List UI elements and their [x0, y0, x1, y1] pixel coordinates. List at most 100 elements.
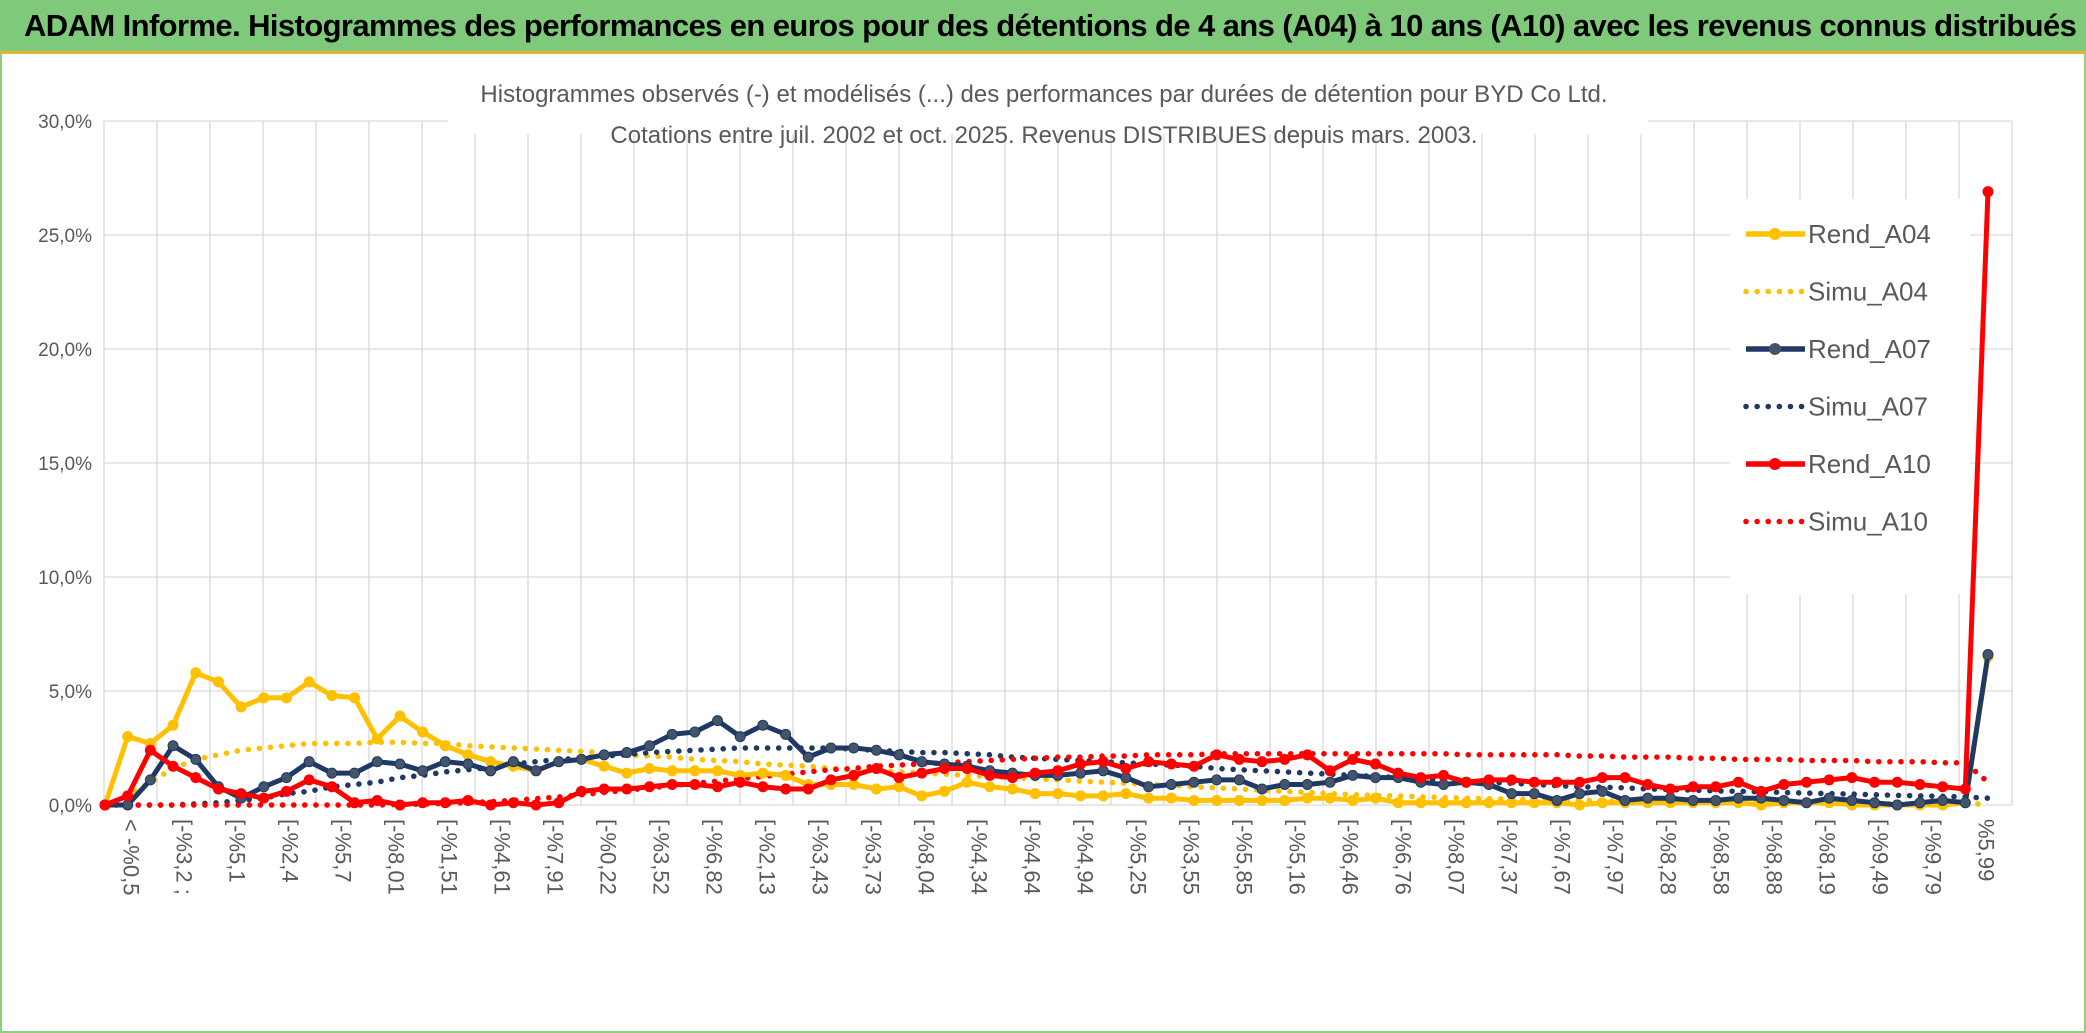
data-point	[485, 799, 497, 811]
data-point	[1143, 756, 1155, 768]
data-point	[1914, 797, 1926, 809]
data-point	[1143, 792, 1155, 804]
data-point	[280, 785, 292, 797]
data-point	[553, 797, 565, 809]
data-point	[99, 799, 111, 811]
x-tick-label: [-%6,76	[1391, 819, 1416, 895]
data-point	[916, 790, 928, 802]
data-point	[1097, 765, 1109, 777]
data-point	[190, 667, 202, 679]
data-point	[1732, 776, 1744, 788]
data-point	[1846, 794, 1858, 806]
data-point	[1075, 758, 1087, 770]
data-point	[190, 772, 202, 784]
chart-legend: Rend_A04 Simu_A04 Rend_A07 Simu_A07 Rend_A10…	[1730, 199, 1970, 594]
data-point	[1165, 758, 1177, 770]
data-point	[621, 783, 633, 795]
legend-item-Simu_A07: Simu_A07	[1743, 392, 1928, 422]
data-point	[1211, 749, 1223, 761]
data-point	[212, 676, 224, 688]
data-point	[1506, 774, 1518, 786]
data-point	[1415, 772, 1427, 784]
data-point	[575, 753, 587, 765]
report-title: ADAM Informe. Histogrammes des performan…	[24, 8, 2077, 43]
data-point	[1982, 649, 1994, 661]
data-point	[1778, 794, 1790, 806]
data-point	[1483, 774, 1495, 786]
data-point	[190, 753, 202, 765]
data-point	[1438, 769, 1450, 781]
x-tick-label: [-%8,19	[1815, 819, 1840, 895]
data-point	[1642, 792, 1654, 804]
data-point	[326, 767, 338, 779]
data-point	[1982, 186, 1994, 198]
legend-label: Rend_A04	[1808, 219, 1931, 249]
data-point	[1664, 783, 1676, 795]
data-point	[1324, 765, 1336, 777]
data-point	[1369, 772, 1381, 784]
series-Simu_A10	[102, 750, 1991, 808]
data-point	[417, 726, 429, 738]
data-point	[893, 749, 905, 761]
data-point	[1075, 767, 1087, 779]
data-point	[1392, 767, 1404, 779]
data-point	[1120, 772, 1132, 784]
data-point	[349, 692, 361, 704]
data-point	[870, 744, 882, 756]
series-line-Simu_A10	[102, 750, 1991, 808]
data-point	[1438, 797, 1450, 809]
chart-gridlines	[103, 120, 2013, 806]
chart-title-line-1: Histogrammes observés (-) et modélisés (…	[480, 81, 1607, 108]
legend-background	[1730, 199, 1970, 594]
data-point	[1324, 776, 1336, 788]
data-point	[961, 763, 973, 775]
data-point	[643, 781, 655, 793]
data-point	[439, 740, 451, 752]
data-point	[1415, 797, 1427, 809]
data-point	[1143, 781, 1155, 793]
x-tick-label: [-%4,64	[1020, 819, 1045, 895]
data-point	[621, 747, 633, 759]
data-point	[1959, 783, 1971, 795]
data-point	[1460, 797, 1472, 809]
data-point	[371, 733, 383, 745]
data-point	[1619, 794, 1631, 806]
data-point	[122, 799, 134, 811]
data-point	[757, 767, 769, 779]
data-point	[1369, 792, 1381, 804]
data-point	[1120, 763, 1132, 775]
data-point	[1528, 776, 1540, 788]
x-tick-label: [-%8,28	[1656, 819, 1681, 895]
data-point	[530, 799, 542, 811]
data-point	[1438, 778, 1450, 790]
legend-item-Rend_A04: Rend_A04	[1746, 219, 1931, 249]
data-point	[1891, 776, 1903, 788]
data-point	[1347, 753, 1359, 765]
data-point	[1369, 758, 1381, 770]
data-point	[1959, 797, 1971, 809]
y-tick-label: 25,0%	[38, 226, 92, 247]
y-axis-ticks: 0,0% 5,0% 10,0% 15,0% 20,0% 25,0% 30,0%	[38, 112, 92, 817]
legend-marker	[1769, 458, 1781, 470]
data-point	[326, 690, 338, 702]
data-point	[439, 756, 451, 768]
data-point	[394, 758, 406, 770]
x-tick-label: [-%9,49	[1868, 819, 1893, 895]
legend-label: Simu_A04	[1808, 277, 1928, 307]
legend-label: Simu_A07	[1808, 392, 1928, 422]
x-tick-label: [-%4,94	[1073, 819, 1098, 895]
data-point	[1279, 778, 1291, 790]
data-point	[666, 765, 678, 777]
legend-item-Rend_A07: Rend_A07	[1746, 334, 1931, 364]
data-point	[167, 760, 179, 772]
y-tick-label: 5,0%	[49, 682, 92, 703]
performance-histogram-chart: 0,0% 5,0% 10,0% 15,0% 20,0% 25,0% 30,0% < -%0,…	[38, 64, 2013, 895]
legend-item-Rend_A10: Rend_A10	[1746, 449, 1931, 479]
data-point	[712, 765, 724, 777]
data-point	[689, 765, 701, 777]
series-line-Simu_A04	[102, 739, 1991, 808]
data-point	[848, 742, 860, 754]
data-point	[1664, 792, 1676, 804]
x-tick-label: [-%7,67	[1550, 819, 1575, 895]
data-point	[666, 728, 678, 740]
